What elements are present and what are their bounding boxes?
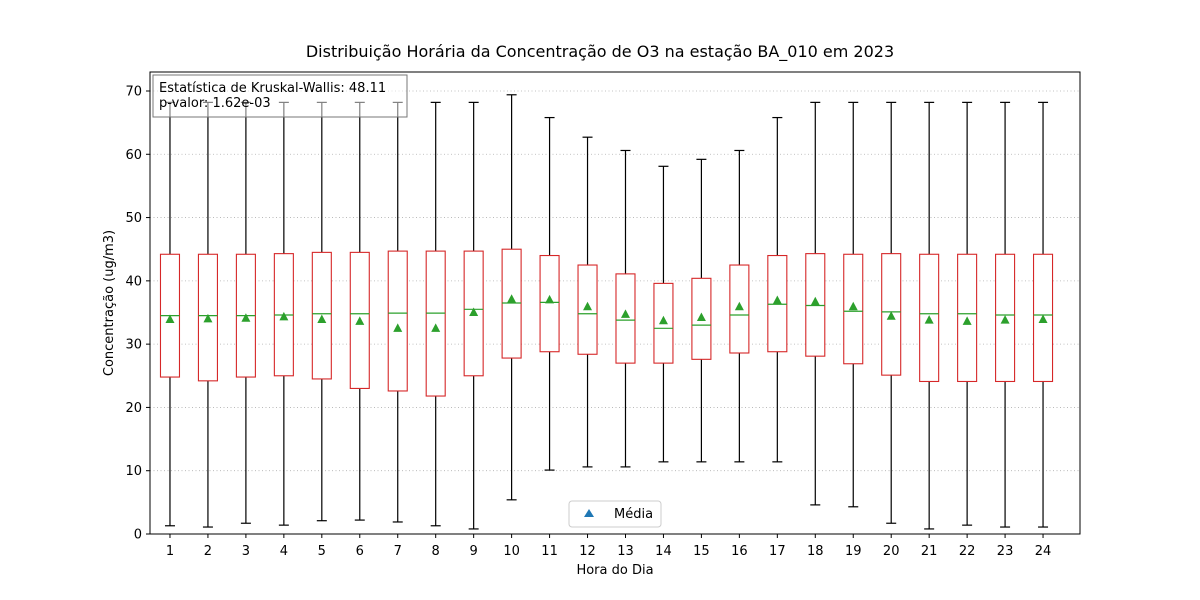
box-series [160, 95, 1052, 529]
y-tick-label: 30 [125, 338, 142, 353]
chart-title: Distribuição Horária da Concentração de … [306, 42, 894, 62]
box-hour-10 [502, 95, 521, 500]
box-hour-22 [958, 102, 977, 525]
x-tick-label: 19 [845, 544, 862, 559]
x-tick-label: 20 [883, 544, 900, 559]
y-tick-label: 20 [125, 401, 142, 416]
box-hour-2 [198, 102, 217, 527]
x-tick-label: 8 [432, 544, 440, 559]
box-hour-8 [426, 102, 445, 525]
box-hour-5 [312, 102, 331, 520]
x-axis-label: Hora do Dia [576, 563, 653, 578]
y-tick-label: 40 [125, 274, 142, 289]
box-hour-17 [768, 118, 787, 462]
y-axis-ticks: 0 10 20 30 40 50 60 70 [125, 84, 150, 542]
x-tick-label: 2 [204, 544, 212, 559]
x-tick-label: 11 [541, 544, 558, 559]
box-hour-23 [996, 102, 1015, 527]
y-tick-label: 50 [125, 211, 142, 226]
x-tick-label: 23 [997, 544, 1014, 559]
x-tick-label: 4 [280, 544, 288, 559]
kruskal-wallis-annotation: Estatística de Kruskal-Wallis: 48.11 p-v… [153, 75, 407, 117]
box-hour-4 [274, 102, 293, 525]
iqr-box [502, 249, 521, 358]
x-tick-label: 13 [617, 544, 634, 559]
box-hour-12 [578, 137, 597, 467]
x-tick-label: 10 [503, 544, 520, 559]
x-tick-label: 17 [769, 544, 786, 559]
x-tick-label: 9 [470, 544, 478, 559]
x-tick-label: 24 [1035, 544, 1052, 559]
x-axis-ticks: 1 2 3 4 5 6 7 8 9 10 11 12 13 14 15 16 17 18 19 20 21 22 23 24 [166, 534, 1051, 559]
box-hour-9 [464, 102, 483, 529]
box-hour-11 [540, 118, 559, 471]
x-tick-label: 6 [356, 544, 364, 559]
box-hour-24 [1034, 102, 1053, 527]
box-hour-1 [160, 102, 179, 525]
box-hour-13 [616, 150, 635, 466]
box-hour-6 [350, 102, 369, 520]
x-tick-label: 5 [318, 544, 326, 559]
iqr-box [616, 274, 635, 363]
x-tick-label: 22 [959, 544, 976, 559]
x-tick-label: 12 [579, 544, 596, 559]
box-hour-7 [388, 102, 407, 522]
legend-label-mean: Média [614, 507, 653, 522]
x-tick-label: 15 [693, 544, 710, 559]
y-tick-label: 10 [125, 464, 142, 479]
x-tick-label: 16 [731, 544, 748, 559]
iqr-box [540, 256, 559, 352]
legend: Média [569, 501, 661, 527]
iqr-box [388, 251, 407, 391]
box-hour-15 [692, 159, 711, 462]
x-tick-label: 14 [655, 544, 672, 559]
y-tick-label: 0 [134, 528, 142, 543]
box-hour-20 [882, 102, 901, 523]
box-hour-3 [236, 102, 255, 523]
x-tick-label: 7 [394, 544, 402, 559]
x-tick-label: 18 [807, 544, 824, 559]
box-hour-16 [730, 150, 749, 461]
box-hour-21 [920, 102, 939, 529]
y-tick-label: 70 [125, 84, 142, 99]
y-axis-label: Concentração (ug/m3) [102, 230, 117, 376]
p-value: p-valor: 1.62e-03 [159, 96, 271, 111]
x-tick-label: 21 [921, 544, 938, 559]
y-tick-label: 60 [125, 148, 142, 163]
kruskal-wallis-statistic: Estatística de Kruskal-Wallis: 48.11 [159, 81, 386, 96]
x-tick-label: 3 [242, 544, 250, 559]
box-hour-18 [806, 102, 825, 505]
box-hour-14 [654, 166, 673, 462]
box-hour-19 [844, 102, 863, 506]
x-tick-label: 1 [166, 544, 174, 559]
